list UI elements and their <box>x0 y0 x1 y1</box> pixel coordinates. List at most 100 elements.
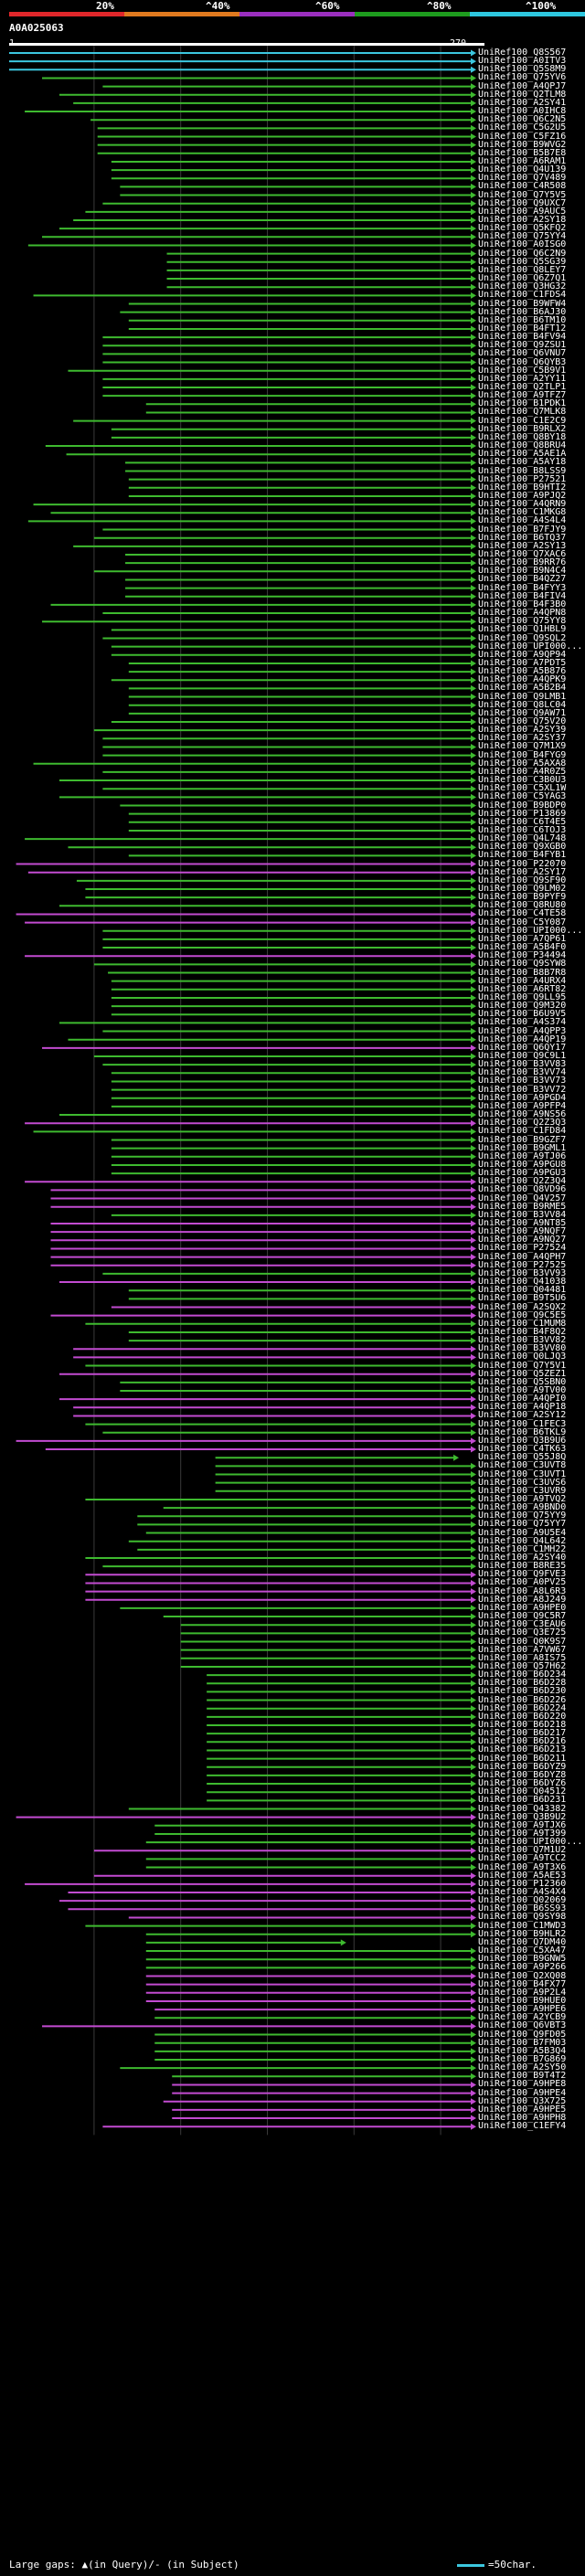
hit-label[interactable]: UniRef100_A2SY37 <box>478 733 567 744</box>
hit-label[interactable]: UniRef100_C4R508 <box>478 181 567 192</box>
hit-label[interactable]: UniRef100_A4QPN8 <box>478 608 567 619</box>
hit-label[interactable]: UniRef100_C1MUM8 <box>478 1318 567 1329</box>
hit-label[interactable]: UniRef100_Q9FD05 <box>478 2029 567 2040</box>
hit-label[interactable]: UniRef100_A5AE53 <box>478 1870 567 1881</box>
hit-label[interactable]: UniRef100_B9WVG2 <box>478 139 567 150</box>
hit-label[interactable]: UniRef100_A9AUC5 <box>478 206 567 217</box>
hit-label[interactable]: UniRef100_A2SY13 <box>478 540 567 551</box>
hit-label[interactable]: UniRef100_Q6VBT3 <box>478 2020 567 2031</box>
hit-label[interactable]: UniRef100_Q9SYW8 <box>478 959 567 970</box>
hit-label[interactable]: UniRef100_A0PV25 <box>478 1577 567 1588</box>
hit-label[interactable]: UniRef100_Q41038 <box>478 1277 567 1288</box>
hit-label[interactable]: UniRef100_B3VV72 <box>478 1084 567 1095</box>
hit-label[interactable]: UniRef100_B3VV73 <box>478 1076 567 1087</box>
hit-label[interactable]: UniRef100_A9TCC2 <box>478 1853 567 1864</box>
hit-label[interactable]: UniRef100_B4FT12 <box>478 323 567 334</box>
hit-label[interactable]: UniRef100_Q2XQ08 <box>478 1970 567 1981</box>
hit-label[interactable]: UniRef100_A2SY18 <box>478 215 567 225</box>
hit-label[interactable]: UniRef100_Q04512 <box>478 1786 567 1797</box>
hit-label[interactable]: UniRef100_Q5SBN0 <box>478 1376 567 1387</box>
hit-label[interactable]: UniRef100_C3UVT8 <box>478 1460 567 1471</box>
hit-label[interactable]: UniRef100_B4FIV4 <box>478 590 567 601</box>
hit-label[interactable]: UniRef100_Q9XGB0 <box>478 842 567 853</box>
hit-label[interactable]: UniRef100_P12360 <box>478 1878 567 1889</box>
hit-label[interactable]: UniRef100_C1FD84 <box>478 1126 567 1137</box>
hit-label[interactable]: UniRef100_B6SS93 <box>478 1903 567 1914</box>
hit-label[interactable]: UniRef100_A9HPE8 <box>478 2079 567 2090</box>
hit-label[interactable]: UniRef100_Q9AW71 <box>478 707 567 718</box>
hit-label[interactable]: UniRef100_B9RR76 <box>478 557 567 568</box>
hit-label[interactable]: UniRef100_C3B0U3 <box>478 775 567 786</box>
hit-label[interactable]: UniRef100_Q9LMB1 <box>478 691 567 702</box>
hit-label[interactable]: UniRef100_P13869 <box>478 808 567 819</box>
hit-label[interactable]: UniRef100_B6D218 <box>478 1720 567 1730</box>
hit-label[interactable]: UniRef100_A4S374 <box>478 1017 567 1028</box>
hit-label[interactable]: UniRef100_A5B2B4 <box>478 683 567 694</box>
hit-label[interactable]: UniRef100_A2YCB9 <box>478 2012 567 2023</box>
hit-label[interactable]: UniRef100_A9PGU8 <box>478 1159 567 1170</box>
hit-label[interactable]: UniRef100_B6DYZ9 <box>478 1761 567 1772</box>
hit-label[interactable]: UniRef100_A9TV00 <box>478 1385 567 1395</box>
hit-label[interactable]: UniRef100_Q75YY4 <box>478 231 567 242</box>
hit-label[interactable]: UniRef100_A4QP19 <box>478 1034 567 1044</box>
hit-label[interactable]: UniRef100_Q4U139 <box>478 164 567 175</box>
hit-label[interactable]: UniRef100_A9PGU3 <box>478 1168 567 1179</box>
hit-label[interactable]: UniRef100_C5FZ16 <box>478 131 567 142</box>
hit-label[interactable]: UniRef100_Q5ZEZ1 <box>478 1368 567 1379</box>
hit-label[interactable]: UniRef100_Q9UXC7 <box>478 197 567 208</box>
hit-label[interactable]: UniRef100_A2SY41 <box>478 97 567 108</box>
hit-label[interactable]: UniRef100_C3UVS6 <box>478 1477 567 1488</box>
hit-label[interactable]: UniRef100_Q8RU80 <box>478 900 567 911</box>
hit-label[interactable]: UniRef100_A9HPE4 <box>478 2087 567 2098</box>
hit-label[interactable]: UniRef100_B8RE35 <box>478 1561 567 1572</box>
hit-label[interactable]: UniRef100_B3VV84 <box>478 1209 567 1220</box>
hit-label[interactable]: UniRef100_C1MWD3 <box>478 1920 567 1931</box>
hit-label[interactable]: UniRef100_B4QZ27 <box>478 574 567 585</box>
hit-label[interactable]: UniRef100_Q3B9U2 <box>478 1811 567 1822</box>
hit-label[interactable]: UniRef100_C1FDS4 <box>478 290 567 301</box>
hit-label[interactable]: UniRef100_C1MKG8 <box>478 507 567 518</box>
hit-label[interactable]: UniRef100_B4FYB1 <box>478 850 567 861</box>
hit-label[interactable]: UniRef100_Q7Y5V1 <box>478 1360 567 1371</box>
hit-label[interactable]: UniRef100_B9RLX2 <box>478 423 567 434</box>
hit-label[interactable]: UniRef100_A9PGD4 <box>478 1092 567 1103</box>
hit-label[interactable]: UniRef100_A9HPE6 <box>478 2004 567 2015</box>
hit-label[interactable]: UniRef100_Q43382 <box>478 1803 567 1814</box>
hit-label[interactable]: UniRef100_B4FV94 <box>478 332 567 343</box>
hit-label[interactable]: UniRef100_B6D230 <box>478 1686 567 1697</box>
hit-label[interactable]: UniRef100_P22070 <box>478 858 567 869</box>
hit-label[interactable]: UniRef100_Q8S567 <box>478 48 567 58</box>
hit-label[interactable]: UniRef100_Q9C5E5 <box>478 1309 567 1320</box>
hit-label[interactable]: UniRef100_A8IS75 <box>478 1652 567 1663</box>
hit-label[interactable]: UniRef100_A9QP94 <box>478 649 567 660</box>
hit-label[interactable]: UniRef100_B6D234 <box>478 1670 567 1680</box>
hit-label[interactable]: UniRef100_Q9SF90 <box>478 875 567 885</box>
hit-label[interactable]: UniRef100_B6DYZ6 <box>478 1778 567 1789</box>
hit-label[interactable]: UniRef100_Q2TLM8 <box>478 89 567 100</box>
hit-label[interactable]: UniRef100_Q5S8M9 <box>478 64 567 75</box>
hit-label[interactable]: UniRef100_B6D224 <box>478 1702 567 1713</box>
hit-label[interactable]: UniRef100_Q75YY8 <box>478 616 567 627</box>
hit-label[interactable]: UniRef100_P27524 <box>478 1243 567 1254</box>
hit-label[interactable]: UniRef100_A4QPP3 <box>478 1025 567 1036</box>
hit-label[interactable]: UniRef100_A2SY40 <box>478 1553 567 1563</box>
hit-label[interactable]: UniRef100_Q9SY98 <box>478 1912 567 1923</box>
hit-label[interactable]: UniRef100_A0ISG0 <box>478 239 567 250</box>
hit-label[interactable]: UniRef100_A2SY12 <box>478 1410 567 1421</box>
hit-label[interactable]: UniRef100_A9T399 <box>478 1828 567 1839</box>
hit-label[interactable]: UniRef100_B1PDK1 <box>478 398 567 409</box>
hit-label[interactable]: UniRef100_A2SY17 <box>478 866 567 877</box>
hit-label[interactable]: UniRef100_Q9FVE3 <box>478 1569 567 1580</box>
hit-label[interactable]: UniRef100_B6U9V5 <box>478 1009 567 1020</box>
hit-label[interactable]: UniRef100_A5AY18 <box>478 457 567 468</box>
hit-label[interactable]: UniRef100_A9HPE0 <box>478 1602 567 1613</box>
hit-label[interactable]: UniRef100_A9NQF7 <box>478 1226 567 1237</box>
hit-label[interactable]: UniRef100_A2SY50 <box>478 2062 567 2073</box>
hit-label[interactable]: UniRef100_B9GNW5 <box>478 1954 567 1965</box>
hit-label[interactable]: UniRef100_B9HUE0 <box>478 1995 567 2006</box>
hit-label[interactable]: UniRef100_A6RAM1 <box>478 155 567 166</box>
hit-label[interactable]: UniRef100_A4S4L4 <box>478 515 567 526</box>
hit-label[interactable]: UniRef100_B6D226 <box>478 1694 567 1705</box>
hit-label[interactable]: UniRef100_A9P2L4 <box>478 1987 567 1998</box>
hit-label[interactable]: UniRef100_A5AXA8 <box>478 758 567 769</box>
